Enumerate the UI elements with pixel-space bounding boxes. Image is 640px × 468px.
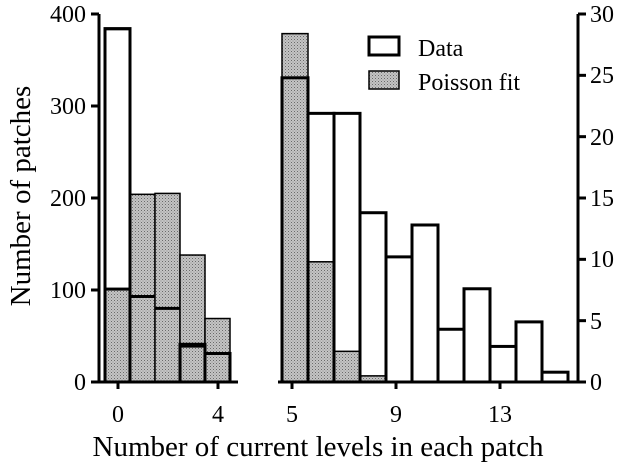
poisson-fit-bar — [204, 317, 231, 383]
x-axis-title: Number of current levels in each patch — [93, 431, 544, 463]
poisson-fit-bar — [104, 288, 131, 383]
data-bar — [436, 327, 466, 384]
left-y-tick-label: 0 — [74, 370, 86, 396]
right-y-tick-label: 15 — [590, 186, 614, 212]
data-bar — [488, 344, 518, 384]
right-y-tick-label: 5 — [590, 309, 602, 335]
poisson-fit-bar — [129, 193, 156, 383]
right-y-tick-label: 0 — [590, 370, 602, 396]
poisson-fit-bar — [307, 261, 335, 383]
legend: Data Poisson fit — [367, 35, 520, 96]
right-y-ticks — [290, 12, 586, 389]
left-panel-bars — [103, 27, 232, 384]
legend-swatch-poisson — [368, 70, 400, 90]
left-y-tick-label: 200 — [50, 186, 86, 212]
right-y-tick-label: 25 — [590, 63, 614, 89]
x-tick-label: 4 — [212, 402, 224, 428]
legend-swatch-data — [367, 35, 401, 57]
poisson-fit-bar — [281, 32, 309, 383]
right-y-tick-label: 10 — [590, 247, 614, 273]
x-tick-label: 13 — [488, 402, 512, 428]
data-bar — [358, 211, 388, 384]
x-tick-label: 9 — [390, 402, 402, 428]
x-tick-label: 0 — [112, 402, 124, 428]
poisson-fit-bar — [154, 192, 181, 383]
poisson-fit-bar — [333, 350, 361, 383]
left-y-ticks — [91, 12, 220, 389]
data-bar — [332, 111, 362, 384]
left-y-tick-label: 100 — [50, 278, 86, 304]
left-y-tick-label: 300 — [50, 94, 86, 120]
right-y-tick-label: 20 — [590, 125, 614, 151]
data-bar — [410, 223, 440, 384]
legend-label-poisson: Poisson fit — [418, 70, 520, 96]
data-bar — [514, 320, 544, 384]
data-bar — [462, 287, 492, 384]
right-panel-bars — [280, 32, 570, 384]
y-axis-title: Number of patches — [5, 86, 37, 307]
left-y-tick-label: 400 — [50, 2, 86, 28]
poisson-fit-bar — [179, 254, 206, 383]
x-tick-label: 5 — [286, 402, 298, 428]
data-bar — [103, 27, 132, 291]
legend-label-data: Data — [418, 36, 464, 62]
right-y-tick-label: 30 — [590, 2, 614, 28]
data-bar — [384, 255, 414, 384]
